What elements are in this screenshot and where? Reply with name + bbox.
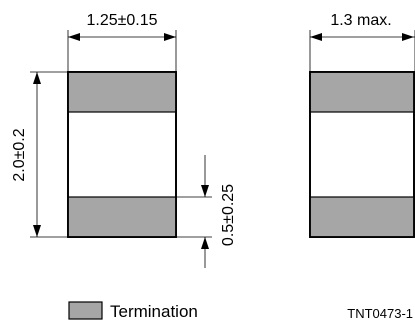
length-dimension: 2.0±0.2 xyxy=(11,71,68,238)
length-label: 2.0±0.2 xyxy=(11,128,28,181)
drawing-code: TNT0473-1 xyxy=(347,306,413,321)
width-arrow-left xyxy=(68,33,80,41)
termination-bottom-left xyxy=(67,196,177,238)
chip-body-right xyxy=(309,71,415,238)
legend-swatch xyxy=(68,301,103,320)
term-arrow-top xyxy=(201,185,209,197)
width-arrow-right xyxy=(164,33,176,41)
right-view: 1.3 max. xyxy=(309,12,415,238)
chip-body-left xyxy=(67,71,177,238)
chip-outline-left-frame xyxy=(67,71,177,238)
left-view: 1.25±0.15 2.0±0.2 0.5±0.25 xyxy=(11,12,237,268)
width-label: 1.25±0.15 xyxy=(86,12,157,29)
width-dimension: 1.25±0.15 xyxy=(67,12,177,72)
thickness-arrow-right xyxy=(402,33,414,41)
thickness-dimension: 1.3 max. xyxy=(309,12,415,72)
legend: Termination xyxy=(68,301,198,321)
termination-dim-label: 0.5±0.25 xyxy=(220,184,237,246)
termination-dimension: 0.5±0.25 xyxy=(176,155,237,268)
termination-top-right xyxy=(309,71,415,113)
length-arrow-top xyxy=(33,72,41,84)
legend-label: Termination xyxy=(110,302,198,321)
term-arrow-bottom xyxy=(201,237,209,249)
length-arrow-bottom xyxy=(33,225,41,237)
termination-top-left xyxy=(67,71,177,113)
thickness-arrow-left xyxy=(310,33,322,41)
termination-bottom-right xyxy=(309,196,415,238)
thickness-label: 1.3 max. xyxy=(330,12,391,29)
chip-outline-right-frame xyxy=(309,71,415,238)
